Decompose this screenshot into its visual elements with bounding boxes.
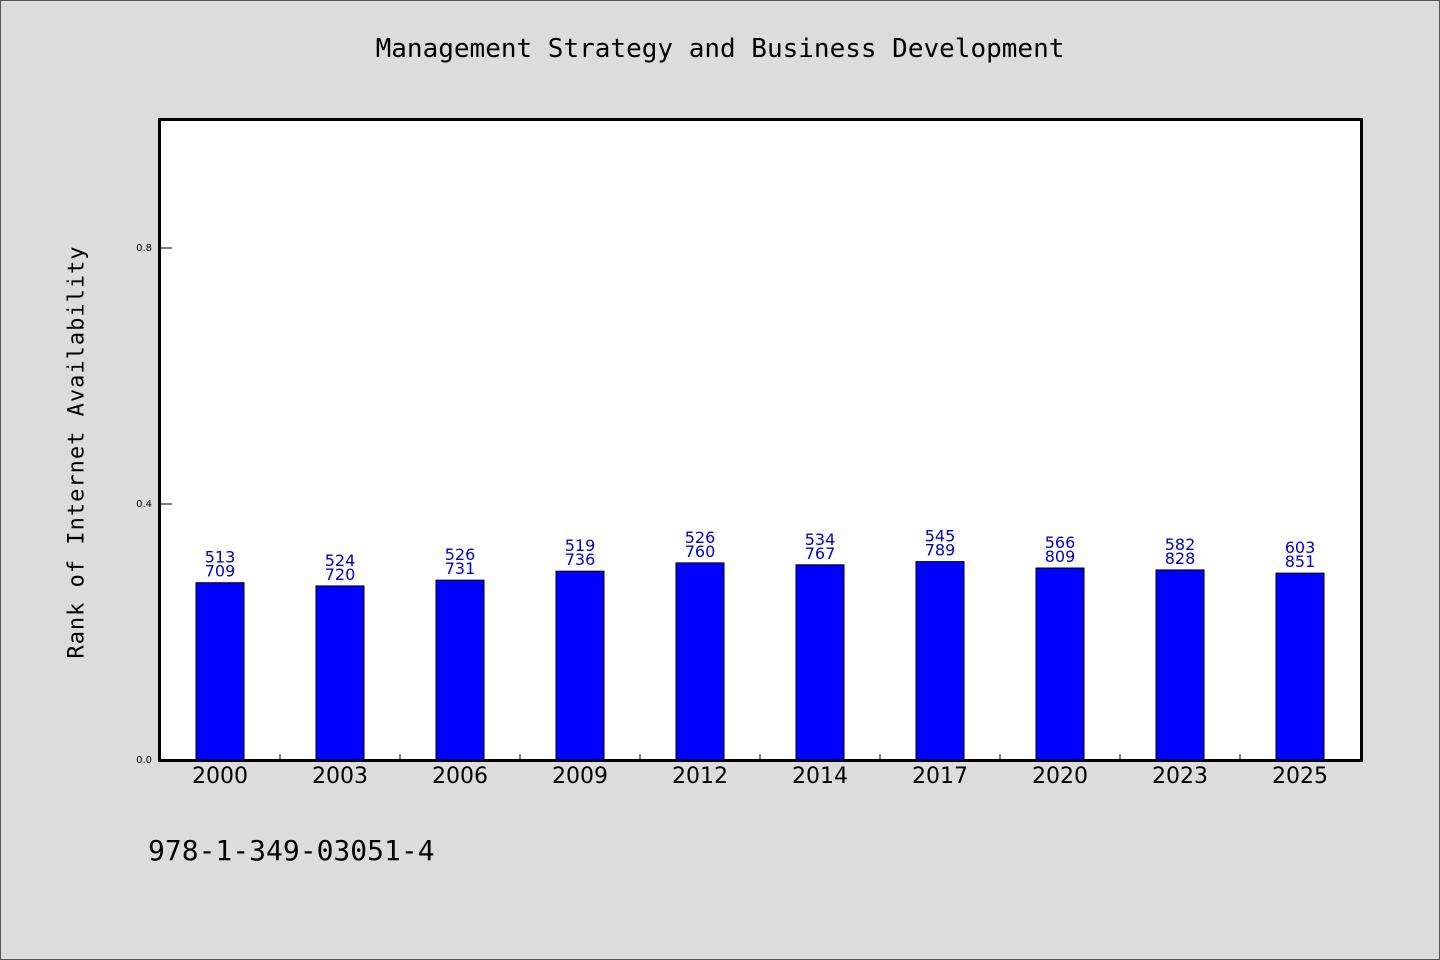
x-tick-label: 2025: [1272, 764, 1328, 789]
bar-data-label: 603: [1285, 538, 1316, 557]
bar-data-label: 767: [805, 544, 836, 563]
bar-data-label: 519: [565, 536, 596, 555]
bar-data-label: 526: [445, 545, 476, 564]
bar: [795, 564, 845, 761]
bar-data-label: 545: [925, 527, 956, 546]
y-tick-label: 0.4: [136, 499, 152, 510]
bar: [315, 585, 365, 761]
bar-data-label: 731: [445, 559, 476, 578]
bar-data-label: 709: [205, 562, 236, 581]
bar-data-label: 534: [805, 530, 836, 549]
bar-data-label: 809: [1045, 547, 1076, 566]
x-tick-label: 2006: [432, 764, 488, 789]
bar: [435, 579, 485, 761]
bar-data-label: 524: [325, 551, 356, 570]
bar: [675, 562, 725, 761]
bar: [1155, 569, 1205, 761]
bar-data-label: 720: [325, 565, 356, 584]
bar-data-label: 566: [1045, 533, 1076, 552]
x-tick-label: 2014: [792, 764, 848, 789]
bar-data-label: 526: [685, 528, 716, 547]
y-tick-label: 0.0: [136, 755, 152, 766]
x-tick-label: 2009: [552, 764, 608, 789]
bar: [195, 582, 245, 761]
x-tick-label: 2023: [1152, 764, 1208, 789]
x-tick-label: 2012: [672, 764, 728, 789]
y-axis: 0.0 0.4 0.8: [136, 243, 172, 766]
bar: [1275, 572, 1325, 761]
bar-data-label: 828: [1165, 549, 1196, 568]
x-tick-label: 2003: [312, 764, 368, 789]
y-tick-label: 0.8: [136, 243, 152, 254]
bar: [555, 570, 605, 761]
bar: [915, 561, 965, 761]
bar-data-label: 760: [685, 542, 716, 561]
x-tick-label: 2017: [912, 764, 968, 789]
bar-data-label: 513: [205, 548, 236, 567]
chart-title: Management Strategy and Business Develop…: [375, 34, 1065, 64]
bar-series: [195, 561, 1325, 761]
x-tick-label: 2020: [1032, 764, 1088, 789]
x-tick-label: 2000: [192, 764, 248, 789]
bar-data-label: 582: [1165, 535, 1196, 554]
isbn-text: 978-1-349-03051-4: [148, 834, 435, 867]
bar-data-label: 851: [1285, 552, 1316, 571]
x-axis: 2000 2003 2006 2009 2012 2014 2017 2020 2023 2025: [192, 754, 1328, 789]
bar-data-label: 789: [925, 541, 956, 560]
bar-data-label: 736: [565, 550, 596, 569]
bar: [1035, 567, 1085, 761]
